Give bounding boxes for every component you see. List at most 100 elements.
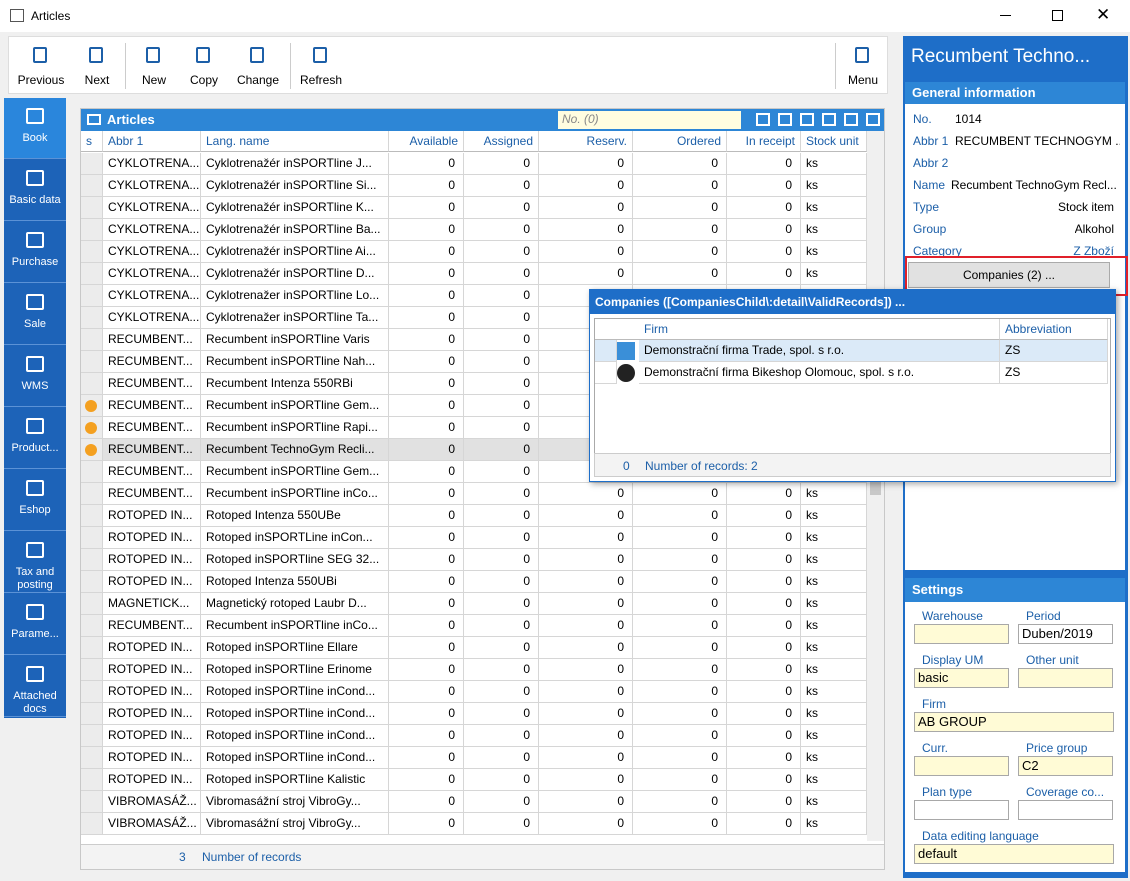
grid-cell[interactable]: 0	[539, 681, 633, 703]
grid-cell[interactable]: CYKLOTRENA...	[103, 285, 201, 307]
nav-item[interactable]: Attached docs	[4, 656, 66, 717]
grid-cell[interactable]: ROTOPED IN...	[103, 637, 201, 659]
grid-cell[interactable]: RECUMBENT...	[103, 417, 201, 439]
grid-cell[interactable]: Recumbent inSPORTline Varis	[201, 329, 389, 351]
grid-cell[interactable]: 0	[539, 747, 633, 769]
grid-cell[interactable]: 0	[389, 769, 464, 791]
setting-field[interactable]: basic	[914, 668, 1009, 688]
grid-cell[interactable]: ks	[801, 769, 867, 791]
grid-cell[interactable]: ROTOPED IN...	[103, 747, 201, 769]
grid-cell[interactable]: Rotoped Intenza 550UBi	[201, 571, 389, 593]
grid-cell[interactable]: 0	[633, 703, 727, 725]
nav-item[interactable]: Purchase	[4, 222, 66, 283]
grid-cell[interactable]: CYKLOTRENA...	[103, 307, 201, 329]
grid-cell[interactable]: Recumbent inSPORTline Gem...	[201, 461, 389, 483]
grid-cell[interactable]: ks	[801, 571, 867, 593]
grid-cell[interactable]: MAGNETICK...	[103, 593, 201, 615]
popup-cell[interactable]: Demonstrační firma Trade, spol. s r.o.	[639, 340, 1000, 362]
grid-cell[interactable]: 0	[727, 747, 801, 769]
grid-cell[interactable]: 0	[464, 373, 539, 395]
grid-cell[interactable]: 0	[727, 593, 801, 615]
grid-cell[interactable]: CYKLOTRENA...	[103, 241, 201, 263]
grid-cell[interactable]: 0	[727, 637, 801, 659]
grid-cell[interactable]: 0	[389, 615, 464, 637]
grid-tool[interactable]	[800, 113, 814, 126]
toolbar-button[interactable]: Copy	[174, 39, 234, 91]
setting-field[interactable]: default	[914, 844, 1114, 864]
grid-cell[interactable]: 0	[633, 615, 727, 637]
grid-cell[interactable]: 0	[464, 461, 539, 483]
grid-cell[interactable]: 0	[389, 703, 464, 725]
nav-item[interactable]: WMS	[4, 346, 66, 407]
grid-cell[interactable]: 0	[633, 813, 727, 835]
grid-cell[interactable]: RECUMBENT...	[103, 329, 201, 351]
grid-cell[interactable]: 0	[389, 395, 464, 417]
grid-cell[interactable]: Cyklotrenažér inSPORTline D...	[201, 263, 389, 285]
grid-cell[interactable]: Cyklotrenažér inSPORTline Ai...	[201, 241, 389, 263]
grid-cell[interactable]: 0	[539, 219, 633, 241]
grid-cell[interactable]: Cyklotrenažér inSPORTline K...	[201, 197, 389, 219]
grid-cell[interactable]: RECUMBENT...	[103, 483, 201, 505]
grid-tool[interactable]	[778, 113, 792, 126]
grid-cell[interactable]: 0	[464, 219, 539, 241]
grid-cell[interactable]: 0	[464, 483, 539, 505]
popup-column-header[interactable]: Abbreviation	[1000, 319, 1108, 340]
grid-cell[interactable]: 0	[464, 505, 539, 527]
grid-cell[interactable]: 0	[389, 153, 464, 175]
column-header[interactable]: Stock unit	[801, 131, 867, 152]
column-header[interactable]: Reserv.	[539, 131, 633, 152]
column-header[interactable]: Available	[389, 131, 464, 152]
grid-cell[interactable]: 0	[389, 285, 464, 307]
grid-cell[interactable]: Recumbent inSPORTline Gem...	[201, 395, 389, 417]
grid-cell[interactable]: 0	[633, 241, 727, 263]
grid-cell[interactable]: 0	[389, 439, 464, 461]
grid-cell[interactable]: 0	[633, 637, 727, 659]
grid-cell[interactable]: Rotoped Intenza 550UBe	[201, 505, 389, 527]
grid-cell[interactable]: 0	[464, 725, 539, 747]
grid-cell[interactable]: 0	[389, 373, 464, 395]
nav-item[interactable]: Parame...	[4, 594, 66, 655]
grid-cell[interactable]: 0	[633, 263, 727, 285]
grid-cell[interactable]: ks	[801, 615, 867, 637]
grid-cell[interactable]: 0	[539, 505, 633, 527]
grid-cell[interactable]: 0	[539, 241, 633, 263]
toolbar-button[interactable]: Refresh	[291, 39, 351, 91]
grid-cell[interactable]: 0	[727, 153, 801, 175]
grid-cell[interactable]: 0	[539, 791, 633, 813]
grid-cell[interactable]: ROTOPED IN...	[103, 703, 201, 725]
grid-cell[interactable]: 0	[464, 329, 539, 351]
grid-cell[interactable]: Rotoped inSPORTline Kalistic	[201, 769, 389, 791]
grid-cell[interactable]: ROTOPED IN...	[103, 527, 201, 549]
grid-cell[interactable]: 0	[389, 593, 464, 615]
popup-cell[interactable]: ZS	[1000, 362, 1108, 384]
grid-cell[interactable]: 0	[539, 615, 633, 637]
grid-cell[interactable]: 0	[633, 769, 727, 791]
grid-cell[interactable]: ROTOPED IN...	[103, 505, 201, 527]
nav-item[interactable]: Product...	[4, 408, 66, 469]
grid-cell[interactable]: Recumbent inSPORTline Nah...	[201, 351, 389, 373]
grid-cell[interactable]: 0	[389, 681, 464, 703]
grid-cell[interactable]: 0	[389, 307, 464, 329]
grid-cell[interactable]: 0	[389, 351, 464, 373]
grid-cell[interactable]: 0	[727, 681, 801, 703]
grid-cell[interactable]: 0	[727, 791, 801, 813]
grid-cell[interactable]: 0	[464, 747, 539, 769]
grid-cell[interactable]: 0	[727, 263, 801, 285]
grid-cell[interactable]: 0	[539, 725, 633, 747]
grid-cell[interactable]: 0	[539, 571, 633, 593]
setting-field[interactable]	[1018, 668, 1113, 688]
grid-cell[interactable]: 0	[464, 307, 539, 329]
grid-cell[interactable]: 0	[727, 659, 801, 681]
maximize[interactable]	[1052, 10, 1063, 21]
grid-cell[interactable]: Cyklotrenažer inSPORTline Lo...	[201, 285, 389, 307]
grid-cell[interactable]: 0	[633, 571, 727, 593]
grid-cell[interactable]: CYKLOTRENA...	[103, 175, 201, 197]
grid-cell[interactable]: 0	[633, 681, 727, 703]
toolbar-button[interactable]: New	[124, 39, 184, 91]
grid-cell[interactable]: 0	[633, 747, 727, 769]
grid-cell[interactable]: ks	[801, 505, 867, 527]
grid-cell[interactable]: 0	[464, 153, 539, 175]
grid-cell[interactable]: 0	[389, 263, 464, 285]
grid-cell[interactable]: 0	[633, 153, 727, 175]
grid-cell[interactable]: 0	[464, 769, 539, 791]
